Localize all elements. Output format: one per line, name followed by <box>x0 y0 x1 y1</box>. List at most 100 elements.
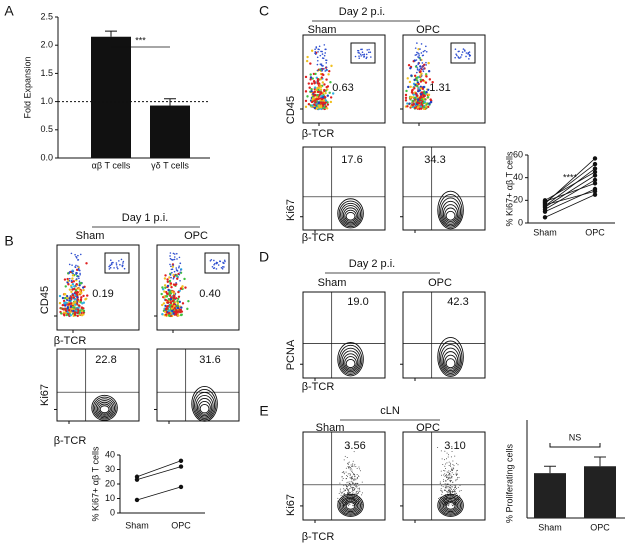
event-dot <box>323 106 326 109</box>
event-dot <box>347 481 349 483</box>
event-dot <box>341 471 343 473</box>
event-dot <box>439 496 441 498</box>
event-dot <box>63 314 66 317</box>
event-dot <box>178 265 180 267</box>
contour <box>338 200 363 228</box>
event-dot <box>347 486 349 488</box>
event-dot <box>419 74 422 77</box>
event-dot <box>310 49 314 52</box>
event-dot <box>314 52 316 55</box>
event-dot <box>215 262 218 265</box>
event-dot <box>361 492 363 494</box>
y-tick-label: 20 <box>513 195 523 205</box>
event-dot <box>445 486 447 488</box>
event-dot <box>73 313 77 316</box>
event-dot <box>419 93 423 96</box>
event-dot <box>178 300 181 304</box>
event-dot <box>80 313 84 317</box>
event-dot <box>365 53 368 56</box>
contour <box>192 389 217 421</box>
event-dot <box>80 306 84 309</box>
event-dot <box>346 457 348 459</box>
event-dot <box>169 274 172 276</box>
error-bar <box>544 465 556 474</box>
event-dot <box>415 64 418 67</box>
event-dot <box>77 304 81 307</box>
event-dot <box>172 312 175 315</box>
event-dot <box>446 487 448 489</box>
event-dot <box>427 88 430 91</box>
point <box>178 484 184 490</box>
contour-core <box>449 504 453 508</box>
event-dot <box>346 487 348 489</box>
event-dot <box>349 473 351 475</box>
event-dot <box>451 485 453 487</box>
event-dot <box>314 72 317 76</box>
event-dot <box>456 469 458 471</box>
event-dot <box>77 306 80 309</box>
event-dot <box>361 48 363 51</box>
event-dot <box>339 482 341 484</box>
event-dot <box>75 282 78 286</box>
event-dot <box>73 287 76 291</box>
event-dot <box>345 471 347 473</box>
plot-frame <box>302 431 386 521</box>
event-dot <box>343 493 345 495</box>
event-dot <box>440 489 442 491</box>
y-tick-label: 0 <box>518 217 523 227</box>
event-dot <box>79 272 81 275</box>
event-dot <box>176 306 180 310</box>
event-dot <box>468 58 470 60</box>
event-dot <box>160 292 163 296</box>
event-dot <box>443 479 445 481</box>
event-dot <box>61 303 64 307</box>
event-dot <box>357 492 359 494</box>
event-dot <box>166 284 170 288</box>
event-dot <box>74 291 77 294</box>
y-tick-label: 40 <box>105 449 115 459</box>
event-dot <box>356 477 358 479</box>
event-dot <box>170 285 173 289</box>
y-axis-label: CD45 <box>285 96 297 124</box>
event-dot <box>316 90 320 94</box>
y-tick-label: 2.5 <box>40 11 53 21</box>
event-dot <box>321 73 324 76</box>
contour <box>345 502 356 510</box>
event-dot <box>353 505 355 507</box>
event-dot <box>58 294 62 298</box>
event-dot <box>421 62 424 64</box>
event-dot <box>347 463 349 465</box>
event-dot <box>449 484 451 486</box>
event-dot <box>352 486 354 488</box>
event-dot <box>323 67 325 70</box>
contour <box>198 401 211 415</box>
x-axis-label: β-TCR <box>302 232 335 244</box>
event-dot <box>315 98 318 101</box>
event-dot <box>123 267 126 270</box>
event-dot <box>447 483 449 485</box>
event-dot <box>307 102 311 106</box>
event-dot <box>439 482 441 484</box>
event-dot <box>353 478 355 480</box>
contour <box>95 400 114 417</box>
event-dot <box>331 92 335 95</box>
event-dot <box>459 490 461 492</box>
gate <box>104 252 130 274</box>
event-dot <box>75 257 78 259</box>
event-dot <box>457 486 459 488</box>
event-dot <box>357 49 360 52</box>
point <box>592 181 598 186</box>
event-dot <box>425 90 428 94</box>
event-dot <box>75 268 79 272</box>
event-dot <box>64 301 67 304</box>
event-dot <box>348 488 350 490</box>
event-dot <box>121 265 124 268</box>
event-dot <box>351 477 353 479</box>
event-dot <box>447 456 449 458</box>
plot-frame <box>402 431 486 521</box>
event-dot <box>172 252 175 255</box>
event-dot <box>70 252 73 255</box>
event-dot <box>453 504 455 506</box>
event-dot <box>440 450 442 452</box>
event-dot <box>456 470 458 472</box>
